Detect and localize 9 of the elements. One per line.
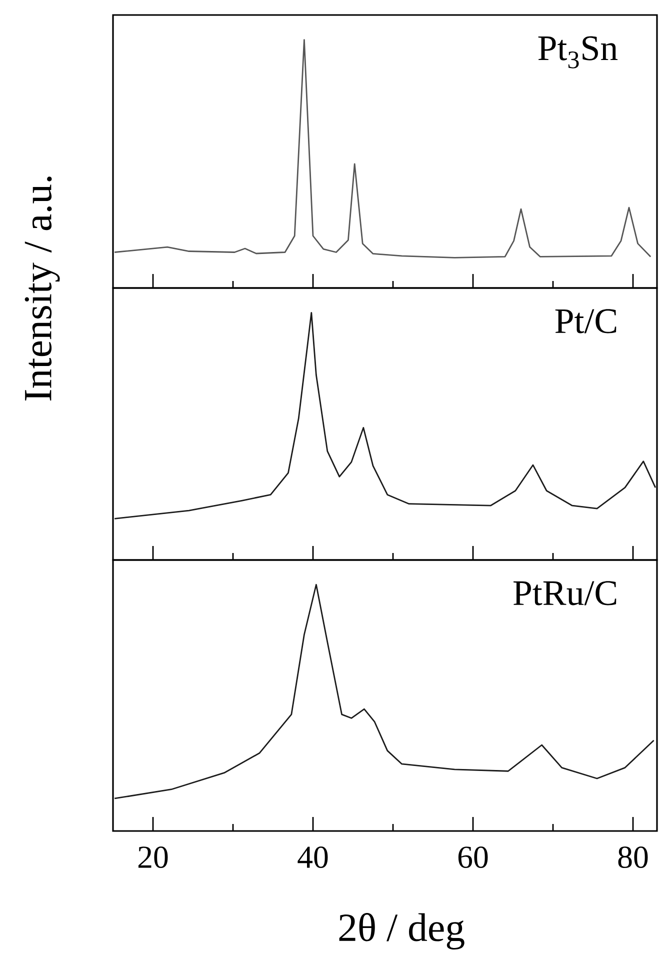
x-tick-label: 60 — [458, 846, 488, 868]
y-axis-title: Intensity / a.u. — [24, 176, 60, 401]
x-tick-label: 20 — [138, 846, 168, 868]
x-tick-label: 80 — [618, 846, 648, 868]
text: Pt$_{3}$Sn — [538, 36, 618, 68]
text: PtRu/C — [513, 581, 616, 606]
text: Pt/C — [555, 309, 616, 334]
x-axis-title: 2θ / deg — [339, 913, 464, 950]
x-tick-label: 40 — [298, 846, 328, 868]
